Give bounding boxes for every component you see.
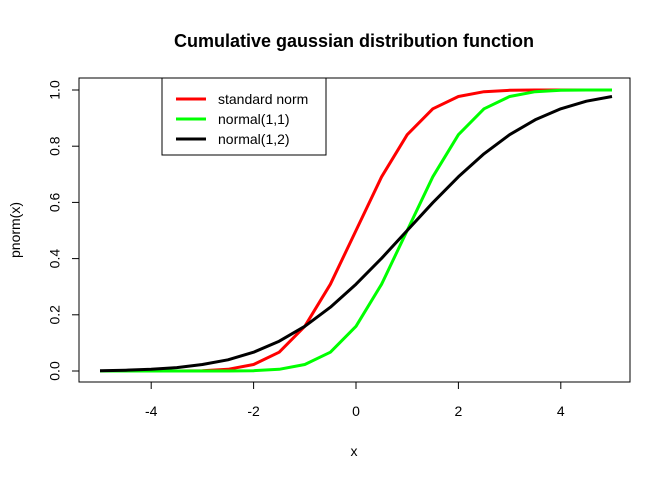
y-tick-label: 0.4 bbox=[47, 249, 63, 269]
y-tick-label: 0.0 bbox=[47, 361, 63, 381]
y-axis: 0.0 0.2 0.4 0.6 0.8 1.0 bbox=[47, 80, 80, 381]
series-line-normal-1-1 bbox=[100, 88, 612, 373]
y-tick-label: 1.0 bbox=[47, 80, 63, 100]
x-tick-label: -4 bbox=[145, 403, 158, 419]
x-axis-label: x bbox=[351, 443, 358, 459]
legend-label-normal-1-2: normal(1,2) bbox=[218, 131, 290, 147]
x-tick-label: 4 bbox=[557, 403, 565, 419]
legend: standard norm normal(1,1) normal(1,2) bbox=[161, 77, 327, 156]
series-line-normal-1-2 bbox=[99, 95, 613, 373]
legend-label-standard-norm: standard norm bbox=[218, 91, 308, 107]
x-tick-label: 2 bbox=[455, 403, 463, 419]
legend-label-normal-1-1: normal(1,1) bbox=[218, 111, 290, 127]
legend-box bbox=[161, 77, 327, 156]
series-layer bbox=[99, 88, 613, 373]
x-tick-label: 0 bbox=[352, 403, 360, 419]
x-tick-label: -2 bbox=[247, 403, 260, 419]
chart-title: Cumulative gaussian distribution functio… bbox=[174, 31, 534, 51]
y-axis-label: pnorm(x) bbox=[7, 202, 23, 258]
y-tick-label: 0.8 bbox=[47, 136, 63, 156]
y-tick-label: 0.2 bbox=[47, 305, 63, 325]
x-axis: -4 -2 0 2 4 bbox=[145, 381, 565, 419]
y-tick-label: 0.6 bbox=[47, 192, 63, 212]
